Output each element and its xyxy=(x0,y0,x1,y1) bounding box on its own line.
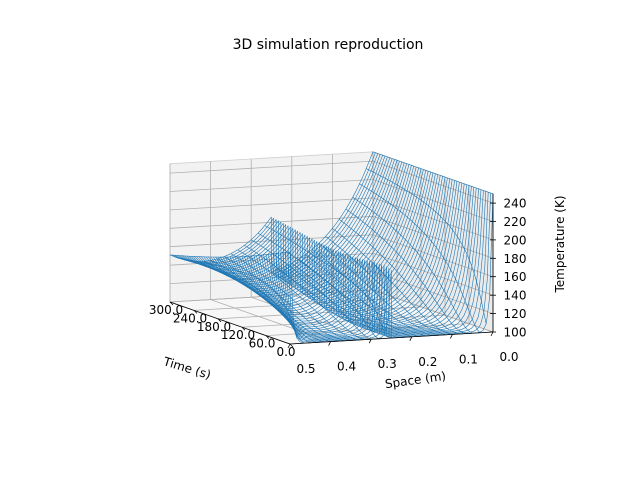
z-tick-label: 140 xyxy=(504,289,527,303)
x-axis-label: Time (s) xyxy=(161,354,213,382)
grid-line-z xyxy=(372,179,494,222)
grid-line-z xyxy=(169,160,374,174)
grid-line-z xyxy=(169,197,374,211)
y-tick-label: 0.2 xyxy=(418,355,437,369)
x-tick-label: 60.0 xyxy=(249,337,276,351)
y-tick-label: 0.5 xyxy=(296,362,315,376)
wire-space xyxy=(359,183,480,333)
wire-space xyxy=(339,219,460,335)
y-tick-label: 0.3 xyxy=(378,357,397,371)
y-tick-label: 0.1 xyxy=(459,352,478,366)
x-tick-mark xyxy=(169,301,174,306)
wire-space xyxy=(210,260,331,342)
z-tick-label: 180 xyxy=(504,252,527,266)
z-tick-label: 240 xyxy=(504,197,527,211)
chart-title: 3D simulation reproduction xyxy=(233,37,424,53)
wire-space xyxy=(298,258,419,337)
y-tick-mark xyxy=(409,336,413,341)
y-tick-mark xyxy=(287,343,291,349)
y-axis-ticks: 0.5 0.4 0.3 0.2 0.1 0.0 xyxy=(287,331,519,376)
x-axis-line xyxy=(169,301,291,345)
y-tick-mark xyxy=(328,341,331,346)
wire-space xyxy=(251,239,372,340)
x-tick-label: 300.0 xyxy=(149,303,183,317)
wire-space xyxy=(183,259,304,344)
wire-space xyxy=(169,251,291,258)
x-tick-mark xyxy=(217,318,222,323)
y-tick-mark xyxy=(490,331,494,337)
wire-space xyxy=(352,197,473,334)
grid-line-z xyxy=(372,197,494,241)
x-tick-label: 120.0 xyxy=(221,328,255,342)
wire-space xyxy=(325,236,446,336)
z-tick-label: 220 xyxy=(504,215,527,229)
wire-space xyxy=(257,232,379,339)
grid-line-z xyxy=(169,179,374,192)
wire-space xyxy=(203,260,324,343)
z-axis-label: Temperature (K) xyxy=(553,195,567,293)
wire-space xyxy=(176,257,298,338)
wire-space xyxy=(372,151,494,195)
z-tick-label: 100 xyxy=(504,326,527,340)
wire-space xyxy=(264,225,385,334)
wire-space xyxy=(223,256,345,342)
x-tick-mark xyxy=(193,310,198,314)
wire-space xyxy=(318,242,439,336)
z-tick-label: 160 xyxy=(504,270,527,284)
wire-space xyxy=(244,245,365,340)
x-tick-mark xyxy=(265,335,270,339)
wire-space xyxy=(305,254,426,337)
grid-line-x xyxy=(193,298,398,311)
grid-line-z xyxy=(372,271,494,314)
y-tick-mark xyxy=(368,339,372,344)
y-tick-mark xyxy=(450,334,453,339)
y-tick-label: 0.4 xyxy=(337,360,356,374)
wire-space xyxy=(278,269,399,338)
wire-space xyxy=(311,249,433,336)
wire-space xyxy=(230,253,351,341)
wire-space xyxy=(291,262,412,338)
wire-space xyxy=(332,228,453,335)
x-tick-label: 0.0 xyxy=(276,345,295,359)
x-tick-label: 240.0 xyxy=(173,311,207,325)
y-tick-label: 0.0 xyxy=(499,350,518,364)
y-axis-label: Space (m) xyxy=(384,369,447,391)
surface-wireframe xyxy=(169,151,494,344)
wire-space xyxy=(284,266,406,338)
grid-line-z xyxy=(169,271,374,284)
wire-space xyxy=(237,249,358,341)
wire-space xyxy=(366,168,487,324)
x-tick-mark xyxy=(289,343,294,348)
grid-line-z xyxy=(372,215,494,259)
x-tick-label: 180.0 xyxy=(197,320,231,334)
axes xyxy=(169,193,494,345)
x-tick-mark xyxy=(241,326,246,331)
wire-space xyxy=(345,208,467,334)
z-tick-label: 120 xyxy=(504,307,527,321)
z-tick-label: 200 xyxy=(504,233,527,247)
grid-line-z xyxy=(372,252,494,296)
y-axis-line xyxy=(289,331,494,345)
wire-space xyxy=(196,261,318,343)
z-axis-ticks: 100 120 140 160 180 200 220 240 xyxy=(490,197,526,340)
